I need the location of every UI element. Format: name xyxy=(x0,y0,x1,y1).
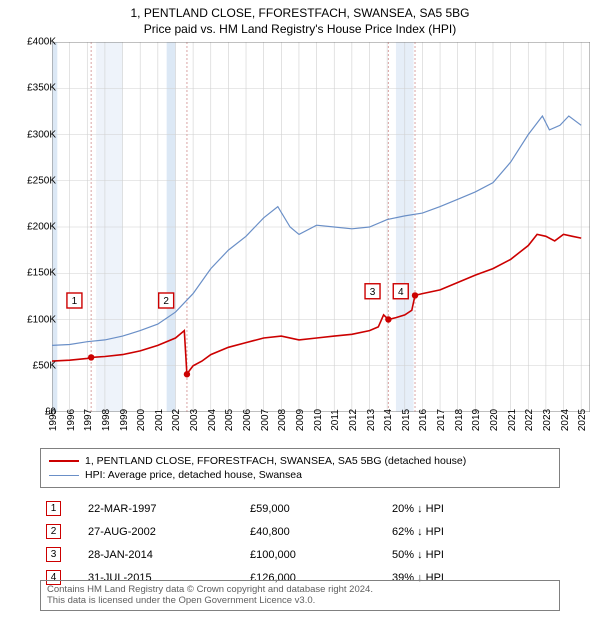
sale-price: £40,800 xyxy=(246,521,386,542)
x-axis-tick-label: 1998 xyxy=(101,409,112,431)
y-axis-tick-label: £50K xyxy=(6,360,56,371)
x-axis-tick-label: 1999 xyxy=(119,409,130,431)
legend-item: 1, PENTLAND CLOSE, FFORESTFACH, SWANSEA,… xyxy=(49,454,551,468)
table-row: 1 22-MAR-1997£59,00020% ↓ HPI xyxy=(42,498,558,519)
x-axis-tick-label: 2014 xyxy=(383,409,394,431)
x-axis-tick-label: 2012 xyxy=(348,409,359,431)
footer-line-1: Contains HM Land Registry data © Crown c… xyxy=(47,584,553,595)
title-line-2: Price paid vs. HM Land Registry's House … xyxy=(0,20,600,40)
footer: Contains HM Land Registry data © Crown c… xyxy=(40,580,560,611)
chart-svg: 1 2 3 4 xyxy=(52,42,590,412)
x-axis-tick-label: 2025 xyxy=(577,409,588,431)
y-axis-tick-label: £100K xyxy=(6,314,56,325)
legend: 1, PENTLAND CLOSE, FFORESTFACH, SWANSEA,… xyxy=(40,448,560,488)
sale-vs-hpi: 50% ↓ HPI xyxy=(388,544,558,565)
sale-vs-hpi: 62% ↓ HPI xyxy=(388,521,558,542)
sale-date: 22-MAR-1997 xyxy=(84,498,244,519)
sale-price: £100,000 xyxy=(246,544,386,565)
x-axis-tick-label: 2013 xyxy=(366,409,377,431)
x-axis-tick-label: 2007 xyxy=(260,409,271,431)
sale-vs-hpi: 20% ↓ HPI xyxy=(388,498,558,519)
chart-container: 1, PENTLAND CLOSE, FFORESTFACH, SWANSEA,… xyxy=(0,0,600,620)
sale-marker-icon: 1 xyxy=(46,501,61,516)
x-axis-tick-label: 2003 xyxy=(189,409,200,431)
x-axis-tick-label: 2002 xyxy=(171,409,182,431)
title-line-1: 1, PENTLAND CLOSE, FFORESTFACH, SWANSEA,… xyxy=(0,0,600,20)
sale-price: £59,000 xyxy=(246,498,386,519)
legend-label: HPI: Average price, detached house, Swan… xyxy=(85,469,302,481)
sale-marker-icon: 2 xyxy=(46,524,61,539)
x-axis-tick-label: 1995 xyxy=(48,409,59,431)
legend-label: 1, PENTLAND CLOSE, FFORESTFACH, SWANSEA,… xyxy=(85,455,466,467)
x-axis-tick-label: 2016 xyxy=(418,409,429,431)
x-axis-tick-label: 2005 xyxy=(224,409,235,431)
x-axis-tick-label: 2008 xyxy=(277,409,288,431)
svg-text:2: 2 xyxy=(163,296,169,307)
y-axis-tick-label: £150K xyxy=(6,268,56,279)
y-axis-tick-label: £300K xyxy=(6,129,56,140)
x-axis-tick-label: 2001 xyxy=(154,409,165,431)
x-axis-tick-label: 2000 xyxy=(136,409,147,431)
y-axis-tick-label: £250K xyxy=(6,175,56,186)
legend-item: HPI: Average price, detached house, Swan… xyxy=(49,468,551,482)
x-axis-tick-label: 2021 xyxy=(507,409,518,431)
x-axis-tick-label: 2010 xyxy=(313,409,324,431)
svg-text:3: 3 xyxy=(370,287,376,298)
sale-date: 28-JAN-2014 xyxy=(84,544,244,565)
x-axis-tick-label: 2004 xyxy=(207,409,218,431)
x-axis-tick-label: 1996 xyxy=(66,409,77,431)
x-axis-tick-label: 2006 xyxy=(242,409,253,431)
sale-marker-icon: 3 xyxy=(46,547,61,562)
y-axis-tick-label: £400K xyxy=(6,37,56,48)
sale-date: 27-AUG-2002 xyxy=(84,521,244,542)
x-axis-tick-label: 1997 xyxy=(83,409,94,431)
chart-area: 1 2 3 4 xyxy=(52,42,590,412)
svg-text:1: 1 xyxy=(72,296,78,307)
x-axis-tick-label: 2009 xyxy=(295,409,306,431)
x-axis-tick-label: 2015 xyxy=(401,409,412,431)
y-axis-tick-label: £200K xyxy=(6,222,56,233)
legend-swatch xyxy=(49,460,79,462)
x-axis-tick-label: 2011 xyxy=(330,409,341,431)
x-axis-tick-label: 2020 xyxy=(489,409,500,431)
x-axis-tick-label: 2018 xyxy=(454,409,465,431)
table-row: 2 27-AUG-2002£40,80062% ↓ HPI xyxy=(42,521,558,542)
legend-swatch xyxy=(49,475,79,476)
x-axis-tick-label: 2017 xyxy=(436,409,447,431)
x-axis-tick-label: 2019 xyxy=(471,409,482,431)
svg-text:4: 4 xyxy=(398,287,404,298)
x-axis-tick-label: 2023 xyxy=(542,409,553,431)
y-axis-tick-label: £350K xyxy=(6,83,56,94)
footer-line-2: This data is licensed under the Open Gov… xyxy=(47,595,553,606)
x-axis-tick-label: 2022 xyxy=(524,409,535,431)
sales-table: 1 22-MAR-1997£59,00020% ↓ HPI 2 27-AUG-2002… xyxy=(40,496,560,590)
table-row: 3 28-JAN-2014£100,00050% ↓ HPI xyxy=(42,544,558,565)
x-axis-tick-label: 2024 xyxy=(560,409,571,431)
